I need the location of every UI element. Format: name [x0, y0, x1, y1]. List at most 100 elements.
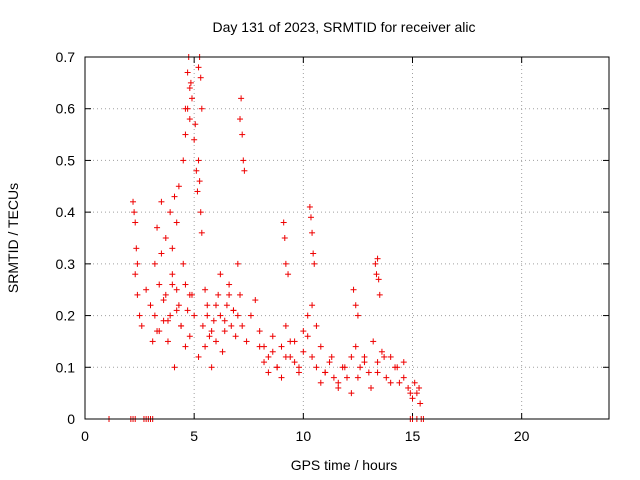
- data-point: [182, 343, 189, 350]
- data-point: [373, 271, 380, 278]
- data-point: [162, 235, 169, 241]
- data-point: [169, 245, 176, 252]
- data-point: [237, 116, 244, 123]
- data-point: [365, 369, 372, 376]
- data-point: [132, 271, 139, 278]
- data-point: [186, 291, 193, 298]
- data-point: [138, 322, 145, 329]
- data-point: [175, 302, 182, 309]
- data-point: [194, 188, 201, 195]
- data-point: [306, 203, 313, 210]
- data-point: [295, 364, 302, 371]
- data-point: [407, 390, 414, 397]
- data-point: [196, 178, 203, 185]
- data-point: [173, 286, 180, 293]
- data-point: [285, 271, 292, 278]
- data-point: [217, 312, 224, 319]
- data-point: [243, 338, 250, 345]
- data-point: [204, 312, 211, 319]
- data-point: [278, 343, 285, 350]
- data-point: [326, 359, 333, 366]
- y-tick-label: 0.3: [56, 256, 76, 272]
- data-point: [147, 302, 154, 309]
- data-point: [252, 297, 259, 304]
- data-point: [210, 317, 217, 324]
- data-point: [171, 364, 178, 371]
- data-point: [300, 348, 307, 355]
- data-point: [206, 333, 213, 340]
- data-point: [186, 116, 193, 123]
- data-point: [133, 245, 140, 252]
- data-point: [171, 193, 178, 200]
- y-tick-label: 0.6: [56, 101, 76, 117]
- data-point: [269, 348, 276, 355]
- data-point: [348, 390, 355, 397]
- data-point: [187, 79, 194, 86]
- data-point: [416, 384, 423, 391]
- data-point: [348, 353, 355, 360]
- data-point: [310, 250, 317, 257]
- data-point: [247, 312, 254, 319]
- data-point: [197, 74, 204, 81]
- data-point: [178, 322, 185, 329]
- data-point: [219, 348, 226, 355]
- grid-lines: [85, 57, 609, 419]
- data-point: [154, 224, 161, 231]
- data-point: [394, 364, 401, 371]
- data-point: [204, 302, 211, 309]
- data-point: [352, 302, 359, 309]
- data-point: [352, 343, 359, 350]
- data-point: [136, 312, 143, 319]
- data-point: [202, 343, 209, 350]
- data-point: [387, 379, 394, 386]
- data-point: [372, 260, 379, 267]
- data-point: [143, 286, 150, 293]
- y-axis-label: SRMTID / TECUs: [5, 183, 21, 293]
- data-point: [239, 131, 246, 138]
- data-point: [195, 157, 202, 164]
- data-point: [238, 95, 245, 102]
- data-point: [328, 353, 335, 360]
- data-point: [307, 214, 314, 221]
- data-point: [387, 353, 394, 360]
- data-point: [376, 291, 383, 298]
- data-point: [261, 359, 268, 366]
- data-point: [237, 291, 244, 298]
- data-point: [180, 260, 187, 267]
- data-point: [350, 286, 357, 293]
- x-axis-label: GPS time / hours: [291, 457, 398, 473]
- data-point: [151, 260, 158, 267]
- data-point: [241, 167, 248, 174]
- data-point: [217, 271, 224, 278]
- data-point: [330, 374, 337, 381]
- data-point: [197, 209, 204, 216]
- data-point: [374, 369, 381, 376]
- data-point: [167, 312, 174, 319]
- data-point: [374, 359, 381, 366]
- data-point: [215, 291, 222, 298]
- data-point: [309, 353, 316, 360]
- data-point: [370, 338, 377, 345]
- data-point: [232, 333, 239, 340]
- data-point: [239, 322, 246, 329]
- data-point: [335, 379, 342, 386]
- data-point: [208, 364, 215, 371]
- data-point: [375, 276, 382, 283]
- data-point: [309, 229, 316, 236]
- data-point: [198, 229, 205, 236]
- data-point: [184, 69, 191, 76]
- data-point: [213, 302, 219, 309]
- data-point: [304, 312, 311, 319]
- data-point: [374, 255, 381, 262]
- data-point: [208, 328, 215, 335]
- data-point: [192, 121, 199, 128]
- data-point: [304, 333, 311, 340]
- data-point: [130, 198, 137, 205]
- data-point: [322, 369, 329, 376]
- data-point: [180, 157, 187, 164]
- y-tick-label: 0.4: [56, 204, 76, 220]
- data-point: [282, 322, 289, 329]
- data-point: [132, 219, 139, 226]
- y-tick-label: 0.5: [56, 152, 76, 168]
